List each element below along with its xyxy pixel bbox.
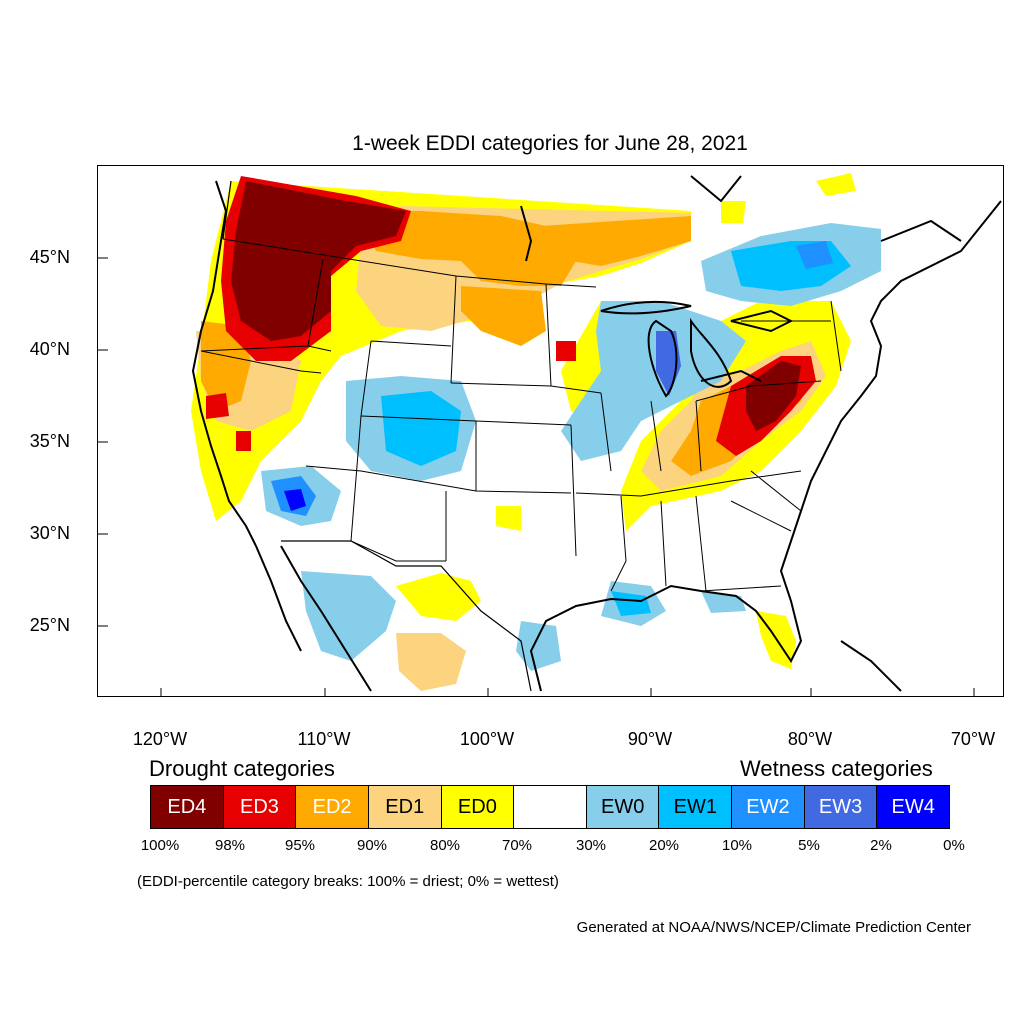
legend-cell-ew3: EW3 — [804, 786, 878, 828]
legend-cell-ew4: EW4 — [877, 786, 950, 828]
breaks-note: (EDDI-percentile category breaks: 100% =… — [137, 873, 559, 890]
lat-label-40: 40°N — [29, 339, 70, 359]
lat-label-30: 30°N — [29, 523, 70, 543]
coastlines — [191, 175, 1002, 692]
legend-cell-ew1: EW1 — [659, 786, 733, 828]
legend-label-ew3: EW3 — [818, 795, 863, 818]
break-label-0: 0% — [943, 837, 965, 854]
lon-label-110: 110°W — [297, 729, 351, 749]
ew4-regions — [284, 489, 306, 511]
map-plot-area — [97, 165, 1004, 697]
axis-ticks — [98, 257, 975, 696]
break-label-2: 2% — [870, 837, 892, 854]
map-title: 1-week EDDI categories for June 28, 2021 — [352, 132, 748, 155]
legend-cell-ed3: ED3 — [223, 786, 297, 828]
lat-label-45: 45°N — [29, 247, 70, 267]
break-label-98: 98% — [214, 837, 246, 854]
legend-label-ew4: EW4 — [891, 795, 935, 818]
legend-label-ed1: ED1 — [385, 795, 425, 818]
lon-label-70: 70°W — [950, 729, 996, 749]
state-boundaries — [200, 238, 842, 592]
legend-label-ed3: ED3 — [240, 795, 279, 818]
country-boundaries — [222, 180, 532, 692]
credit-line: Generated at NOAA/NWS/NCEP/Climate Predi… — [576, 919, 971, 936]
lon-label-120: 120°W — [132, 729, 188, 749]
lon-label-80: 80°W — [787, 729, 833, 749]
legend-label-ed0: ED0 — [457, 795, 497, 818]
lat-label-35: 35°N — [29, 431, 70, 451]
break-label-10: 10% — [721, 837, 753, 854]
legend-cell-ew2: EW2 — [732, 786, 805, 828]
break-label-30: 30% — [575, 837, 607, 854]
eddi-map — [98, 173, 1002, 696]
break-label-80: 80% — [429, 837, 461, 854]
legend-label-ew1: EW1 — [673, 795, 717, 818]
break-label-100: 100% — [140, 837, 180, 854]
drought-categories-heading: Drought categories — [149, 756, 335, 781]
break-label-95: 95% — [284, 837, 316, 854]
legend-label-ed4: ED4 — [167, 795, 207, 818]
legend-cell-ed4: ED4 — [151, 786, 224, 828]
lon-label-90: 90°W — [627, 729, 673, 749]
legend-cell-normal — [514, 786, 587, 828]
break-label-70: 70% — [501, 837, 533, 854]
category-legend-bar: ED4 ED3 ED2 ED1 ED0 EW0 EW1 EW2 EW3 EW4 — [150, 785, 950, 829]
legend-label-ew2: EW2 — [746, 795, 790, 818]
legend-label-ew0: EW0 — [600, 795, 645, 818]
legend-cell-ed2: ED2 — [296, 786, 369, 828]
ed4-regions — [231, 181, 801, 431]
legend-cell-ed0: ED0 — [441, 786, 515, 828]
wetness-categories-heading: Wetness categories — [740, 756, 933, 781]
lon-label-100: 100°W — [459, 729, 515, 749]
break-label-20: 20% — [648, 837, 680, 854]
break-label-90: 90% — [356, 837, 388, 854]
legend-label-ed2: ED2 — [312, 795, 352, 818]
break-label-5: 5% — [798, 837, 820, 854]
legend-cell-ew0: EW0 — [586, 786, 660, 828]
lat-label-25: 25°N — [29, 615, 70, 635]
legend-cell-ed1: ED1 — [368, 786, 442, 828]
